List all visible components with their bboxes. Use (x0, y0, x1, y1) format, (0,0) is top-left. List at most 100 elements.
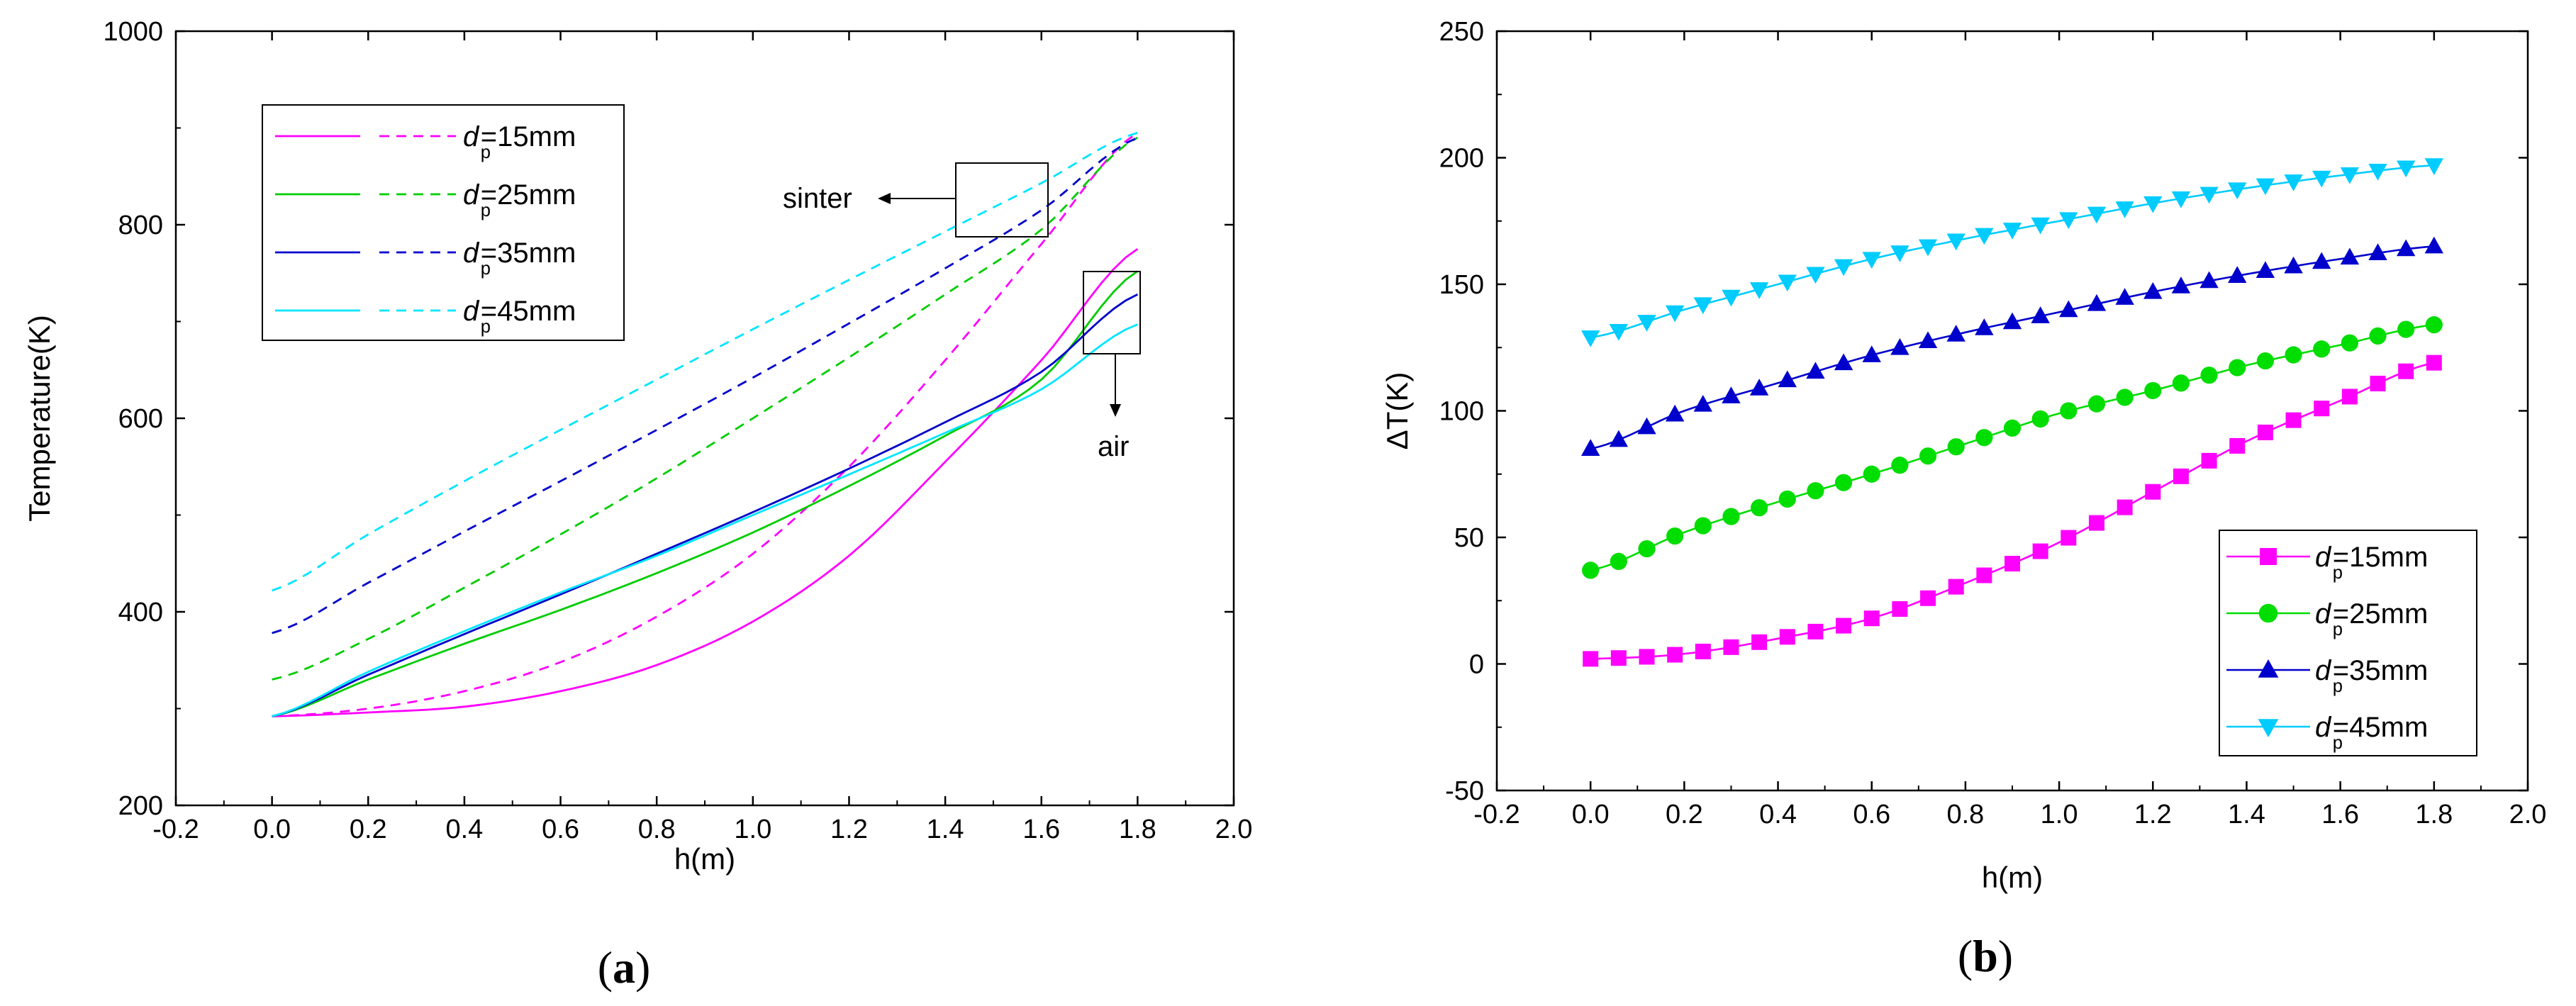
data-point (1693, 394, 1712, 412)
x-tick-label: 1.8 (1119, 815, 1156, 844)
y-tick-label: 200 (1439, 144, 1484, 174)
air-arrow-head (1110, 404, 1121, 417)
legend-box (2219, 530, 2477, 756)
panel-letter: a (613, 942, 635, 993)
legend-label-sub: p (481, 201, 491, 220)
data-point (1892, 601, 1908, 617)
y-tick-label: 400 (118, 598, 163, 627)
x-tick-label: 0.2 (350, 815, 387, 844)
data-point (1583, 651, 1599, 667)
data-point (2396, 239, 2416, 257)
x-tick-label: 0.2 (1666, 800, 1703, 829)
data-point (2396, 160, 2416, 178)
data-point (1749, 379, 1769, 396)
data-point (1806, 267, 1825, 284)
legend-label-sub: p (2333, 676, 2343, 696)
legend-label-d: d (463, 179, 480, 211)
data-point (2031, 410, 2049, 428)
y-tick-label: 250 (1439, 17, 1484, 47)
data-point (1807, 623, 1824, 639)
y-tick-label: 200 (118, 791, 163, 821)
series-line-air (272, 294, 1139, 717)
y-axis-label: ΔT(K) (1381, 372, 1414, 450)
data-point (2312, 252, 2331, 269)
data-point (1975, 318, 1994, 335)
data-point (1920, 590, 1936, 606)
data-point (1834, 474, 1853, 491)
x-axis-label: h(m) (1982, 861, 2043, 894)
series-dp-35mm (1580, 236, 2444, 456)
legend-label-value: =25mm (2333, 598, 2429, 630)
legend-label-sub: p (481, 259, 491, 279)
data-point (2002, 312, 2022, 330)
data-point (2397, 320, 2415, 338)
data-point (2425, 316, 2443, 334)
data-point (1975, 228, 1994, 245)
data-point (2199, 186, 2219, 204)
legend-label-d: d (2315, 712, 2332, 743)
y-tick-label: 150 (1439, 270, 1484, 300)
data-point (2341, 334, 2358, 352)
legend-label-d: d (463, 237, 480, 269)
panel-label: (b) (1958, 931, 2013, 981)
x-tick-label: 1.0 (734, 815, 771, 844)
legend-label-sub: p (481, 142, 491, 162)
legend-label-d: d (2315, 655, 2332, 686)
legend-label-sub: p (2333, 563, 2343, 583)
data-point (1778, 490, 1796, 508)
x-tick-label: 2.0 (2509, 800, 2547, 829)
data-point (2229, 359, 2246, 376)
sinter-annotation: sinter (783, 183, 852, 214)
data-point (1834, 353, 1853, 371)
legend-label-sub: p (2333, 733, 2343, 753)
legend-label-value: =25mm (481, 179, 576, 211)
legend-label: d p=25mm (2315, 598, 2428, 639)
series-line-air (272, 270, 1139, 717)
data-point (2143, 196, 2163, 213)
x-tick-label: 0.0 (253, 815, 291, 844)
y-tick-label: 600 (118, 404, 163, 434)
data-point (2143, 281, 2163, 299)
series-dp-25mm (272, 136, 1139, 717)
x-tick-label: 1.2 (2134, 800, 2172, 829)
chart-panel-b: -0.2 0.0 0.2 0.4 0.6 0.8 1.0 1.2 1.4 1.6 1.8 2.0 -50… (1381, 17, 2546, 981)
data-point (2368, 163, 2387, 181)
y-tick-label: -50 (1445, 776, 1484, 806)
data-point (1863, 610, 1880, 627)
data-point (2117, 499, 2133, 515)
data-point (2313, 340, 2331, 358)
legend-box (262, 104, 625, 341)
data-point (2256, 352, 2274, 370)
data-point (1639, 649, 1655, 665)
data-point (1749, 282, 1769, 299)
data-point (2200, 367, 2218, 384)
data-point (1610, 552, 1627, 570)
data-point (2256, 261, 2275, 279)
data-point (1665, 305, 1685, 323)
x-tick-label: 0.8 (1946, 800, 1984, 829)
data-point (2258, 719, 2279, 737)
legend-label: d p=15mm (463, 121, 576, 162)
data-point (1836, 617, 1852, 634)
series-dp-35mm (272, 136, 1139, 717)
data-point (1693, 297, 1712, 315)
air-annotation: air (1098, 431, 1129, 462)
data-point (2228, 266, 2247, 283)
y-tick-label: 0 (1469, 650, 1484, 680)
data-point (1610, 650, 1627, 666)
data-point (2059, 212, 2078, 229)
x-tick-label: 0.4 (445, 815, 483, 844)
data-point (2087, 206, 2107, 224)
data-point (1582, 561, 1600, 579)
data-point (1666, 527, 1684, 545)
data-point (2171, 276, 2191, 294)
data-point (1948, 579, 1964, 595)
data-point (1862, 252, 1881, 269)
data-point (1609, 430, 1629, 447)
data-point (2285, 346, 2302, 364)
legend-label-d: d (2315, 542, 2332, 573)
data-point (1637, 417, 1656, 435)
data-point (2341, 389, 2358, 405)
data-point (2088, 515, 2104, 531)
data-point (1722, 289, 1741, 307)
